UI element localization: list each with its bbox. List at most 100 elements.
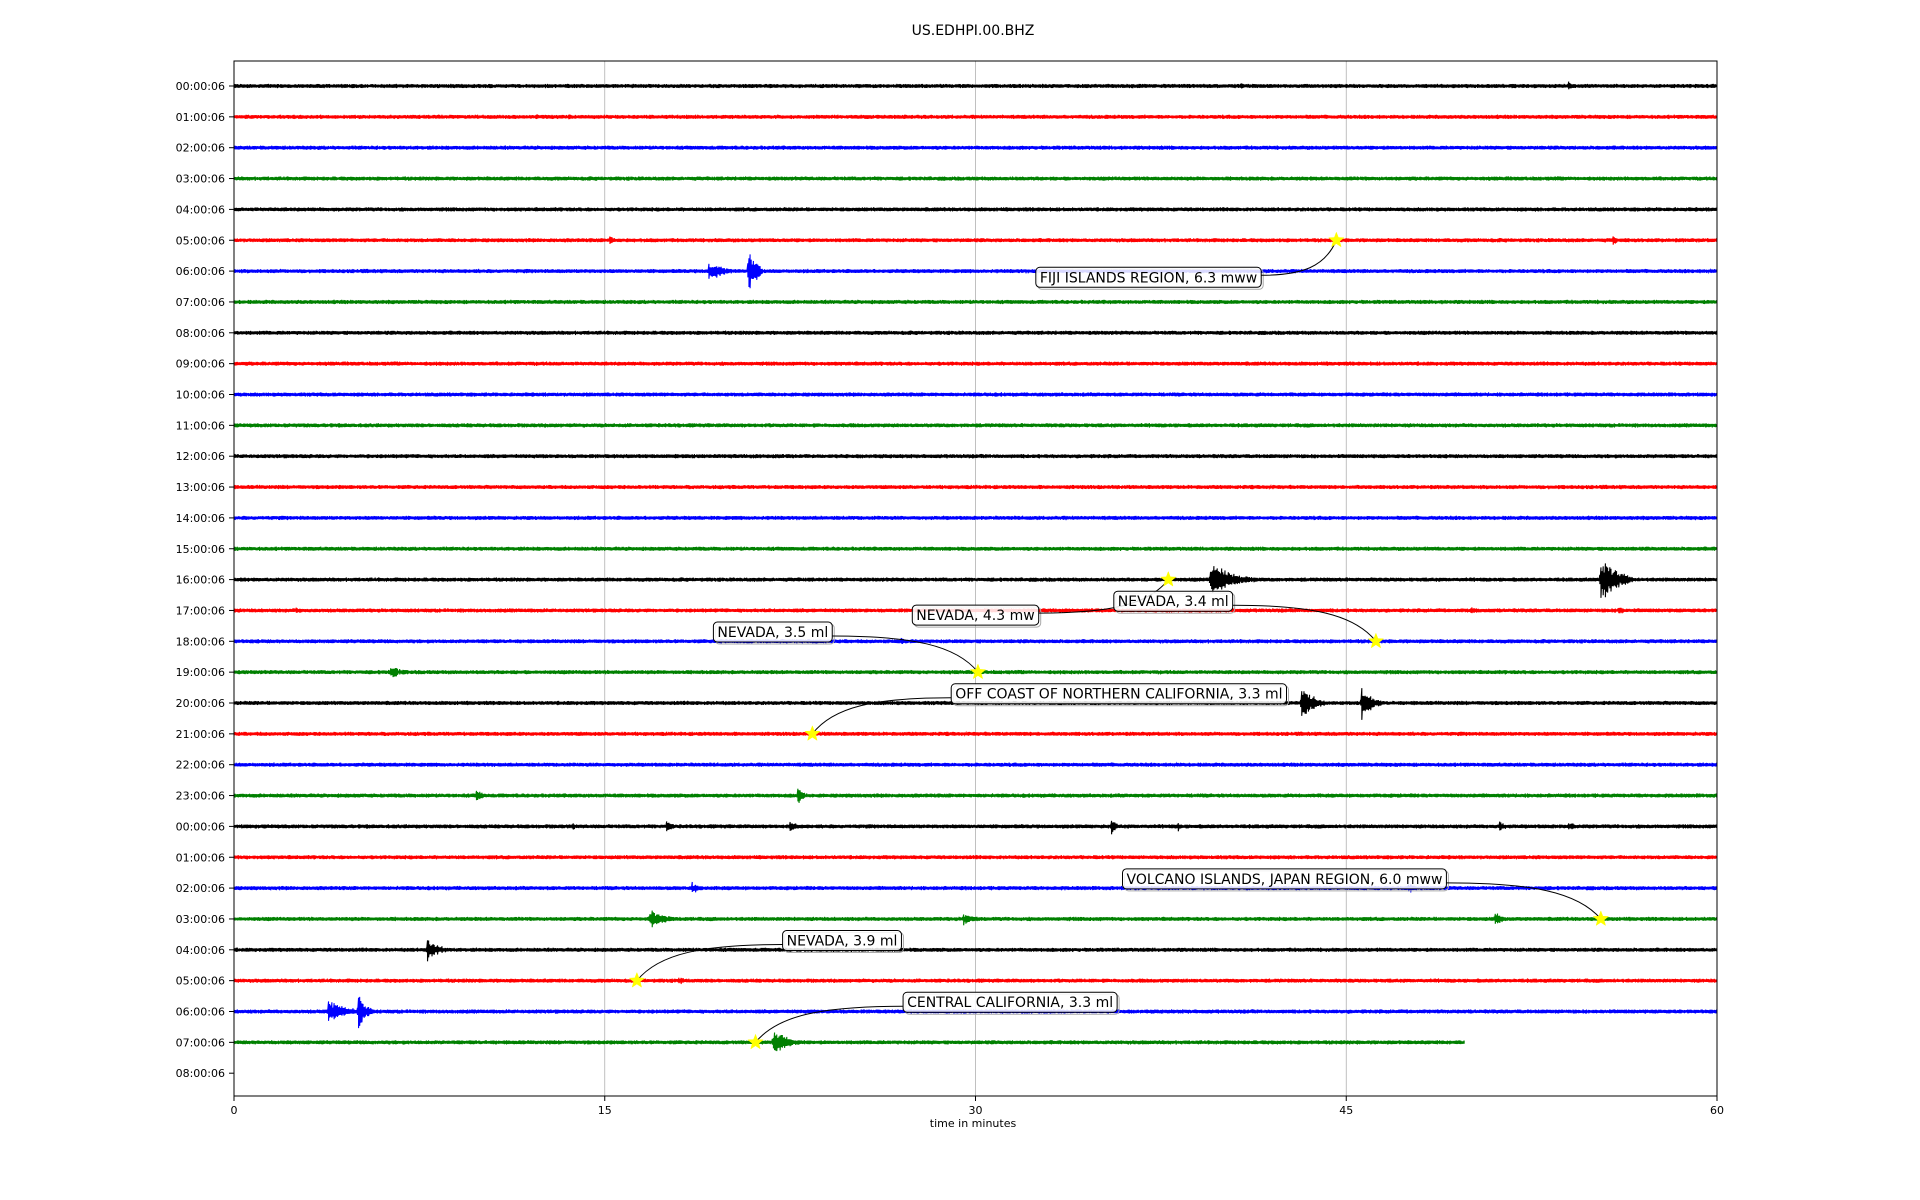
trace-row-21: [233, 730, 1718, 737]
y-tick-label: 04:00:06: [176, 203, 225, 216]
y-tick-label: 05:00:06: [176, 975, 225, 988]
event-connector: [1261, 240, 1337, 276]
trace-row-13: [233, 483, 1718, 491]
y-tick-label: 11:00:06: [176, 419, 225, 432]
event-label-box: [911, 604, 1040, 626]
y-tick-label: 09:00:06: [176, 358, 225, 371]
trace-row-23: [233, 788, 1718, 803]
y-tick-label: 14:00:06: [176, 512, 225, 525]
trace-row-24: [233, 820, 1718, 835]
trace-row-16: [233, 563, 1718, 598]
trace-row-8: [233, 330, 1718, 336]
x-tick-label: 0: [231, 1104, 238, 1117]
y-tick-label: 08:00:06: [176, 327, 225, 340]
event-annotations: FIJI ISLANDS REGION, 6.3 mww NEVADA, 4.3 …: [628, 231, 1610, 1050]
y-tick-label: 06:00:06: [176, 265, 225, 278]
y-tick-label: 22:00:06: [176, 759, 225, 772]
event-label: NEVADA, 3.9 ml: [787, 934, 898, 950]
y-tick-label: 03:00:06: [176, 173, 225, 186]
y-tick-label: 05:00:06: [176, 234, 225, 247]
trace-row-11: [233, 423, 1718, 428]
event-label: NEVADA, 4.3 mw: [916, 608, 1034, 624]
event-star-marker: [1367, 632, 1385, 649]
event-label-box: [712, 621, 833, 643]
event-label-box: [1035, 266, 1262, 288]
y-tick-label: 08:00:06: [176, 1067, 225, 1080]
event-label-box: [1122, 868, 1447, 890]
event-connector: [811, 697, 952, 735]
x-tick-label: 60: [1710, 1104, 1724, 1117]
x-tick-label: 45: [1339, 1104, 1353, 1117]
trace-row-1: [233, 114, 1718, 120]
y-tick-label: 01:00:06: [176, 111, 225, 124]
y-tick-label: 17:00:06: [176, 604, 225, 617]
trace-row-7: [233, 299, 1718, 305]
event-star-marker: [1592, 910, 1610, 926]
event-star-marker: [747, 1033, 764, 1050]
event-connector: [832, 635, 979, 673]
event-annotation-3: NEVADA, 3.5 ml: [712, 621, 987, 680]
y-tick-label: 19:00:06: [176, 666, 225, 679]
trace-row-0: [233, 81, 1718, 90]
event-star-marker: [1328, 231, 1345, 248]
trace-row-25: [233, 854, 1718, 860]
y-tick-label: 00:00:06: [176, 80, 225, 93]
y-tick-label: 23:00:06: [176, 790, 225, 803]
y-tick-label: 07:00:06: [176, 1036, 225, 1049]
y-tick-label: 13:00:06: [176, 481, 225, 494]
x-axis-label: time in minutes: [930, 1117, 1017, 1130]
event-star-marker: [1160, 570, 1177, 587]
event-label: OFF COAST OF NORTHERN CALIFORNIA, 3.3 ml: [955, 687, 1282, 703]
event-annotation-7: CENTRAL CALIFORNIA, 3.3 ml: [747, 991, 1120, 1050]
y-tick-label: 20:00:06: [176, 697, 225, 710]
y-tick-label: 02:00:06: [176, 882, 225, 895]
x-tick-label: 30: [969, 1104, 983, 1117]
event-label: NEVADA, 3.4 ml: [1118, 594, 1229, 610]
trace-row-18: [233, 637, 1718, 644]
y-tick-label: 21:00:06: [176, 728, 225, 741]
axes: 00:00:06 01:00:06 02:00:06 03:00:06 04:00:06…: [176, 60, 1724, 1117]
y-tick-label: 07:00:06: [176, 296, 225, 309]
trace-row-4: [233, 207, 1718, 212]
event-annotation-4: OFF COAST OF NORTHERN CALIFORNIA, 3.3 ml: [804, 683, 1290, 741]
event-label: VOLCANO ISLANDS, JAPAN REGION, 6.0 mww: [1127, 872, 1443, 888]
trace-row-26: [233, 881, 1718, 893]
trace-row-22: [233, 761, 1718, 768]
y-tick-label: 03:00:06: [176, 913, 225, 926]
trace-row-5: [233, 236, 1718, 245]
trace-row-6: [233, 254, 1718, 289]
trace-row-2: [233, 145, 1718, 151]
y-tick-label: 16:00:06: [176, 574, 225, 587]
event-star-marker: [969, 663, 987, 680]
trace-row-3: [233, 176, 1718, 181]
event-annotation-1: NEVADA, 4.3 mw: [911, 570, 1177, 628]
event-label-box: [902, 991, 1118, 1013]
y-tick-label: 18:00:06: [176, 635, 225, 648]
trace-row-14: [233, 515, 1718, 521]
event-label: FIJI ISLANDS REGION, 6.3 mww: [1040, 270, 1257, 286]
event-label-box: [782, 930, 902, 952]
y-tick-label: 10:00:06: [176, 389, 225, 402]
event-label: NEVADA, 3.5 ml: [717, 625, 828, 641]
event-annotation-6: NEVADA, 3.9 ml: [628, 930, 904, 988]
x-tick-label: 15: [598, 1104, 612, 1117]
y-tick-label: 00:00:06: [176, 820, 225, 833]
seismogram-traces: [233, 81, 1718, 1052]
event-label: CENTRAL CALIFORNIA, 3.3 ml: [907, 995, 1113, 1011]
y-tick-label: 01:00:06: [176, 851, 225, 864]
trace-row-27: [233, 910, 1718, 928]
event-connector: [636, 944, 783, 981]
event-label-box: [950, 683, 1288, 705]
trace-row-31: [233, 1032, 1465, 1052]
event-star-marker: [628, 971, 646, 988]
trace-row-9: [233, 361, 1718, 366]
y-tick-label: 02:00:06: [176, 142, 225, 155]
event-star-marker: [804, 725, 821, 741]
trace-row-12: [233, 453, 1718, 459]
event-annotation-2: NEVADA, 3.4 ml: [1113, 590, 1385, 649]
y-tick-label: 04:00:06: [176, 944, 225, 957]
trace-row-28: [233, 940, 1718, 962]
event-connector: [1232, 604, 1377, 642]
chart-title: US.EDHPI.00.BHZ: [912, 23, 1035, 39]
